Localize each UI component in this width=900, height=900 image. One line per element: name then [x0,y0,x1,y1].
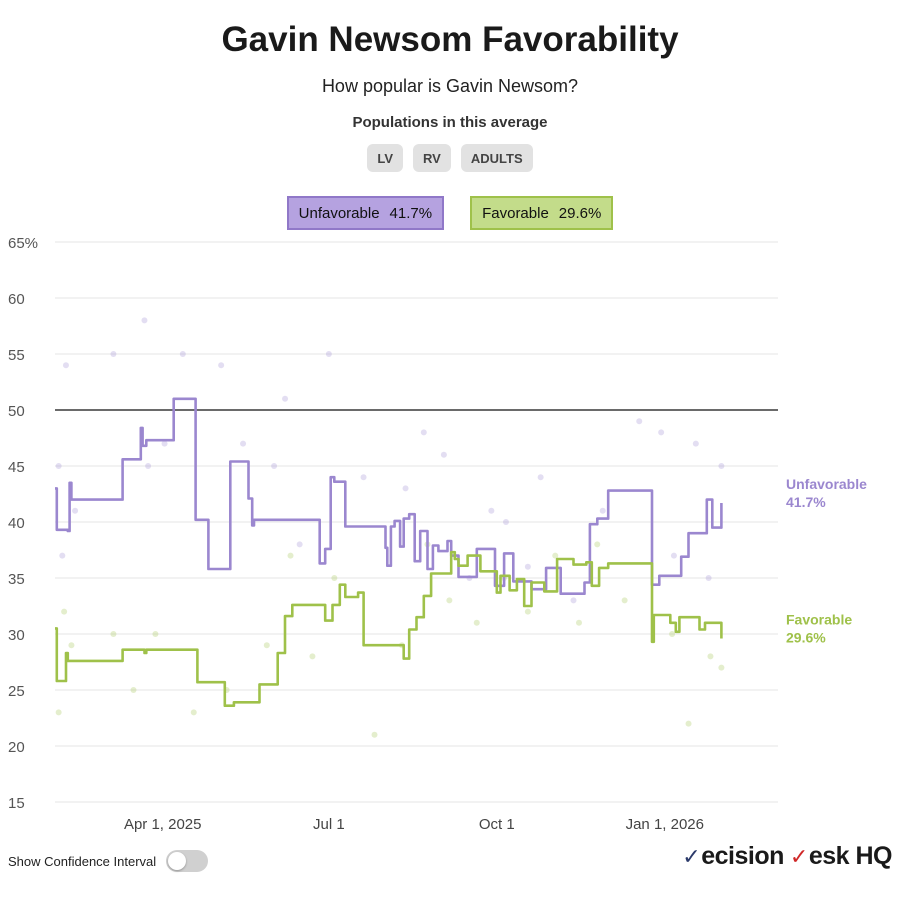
poll-dot-unfavorable [537,474,544,481]
favorability-chart: 15 20 25 30 35 40 45 50 55 60 65% Apr 1, 2025 Jul 1 O… [8,235,867,833]
x-tick-label: Apr 1, 2025 [124,816,202,833]
poll-dot-favorable [110,631,117,637]
poll-dot-favorable [707,653,714,660]
poll-dot-unfavorable [440,451,447,458]
poll-dot-unfavorable [218,362,225,369]
poll-dot-unfavorable [636,418,643,425]
x-tick-label: Jan 1, 2026 [626,816,704,833]
poll-dot-favorable [446,597,453,604]
end-label-name-favorable: Favorable [786,611,852,627]
poll-dot-unfavorable [161,440,168,447]
poll-dot-unfavorable [524,563,531,570]
poll-dot-favorable [55,709,62,716]
poll-dot-unfavorable [402,485,409,492]
poll-dot-favorable [309,653,316,660]
y-tick-label: 60 [8,291,25,308]
legend-unfavorable-value: 41.7% [389,204,433,222]
poll-dot-favorable [190,709,197,716]
confidence-interval-label: Show Confidence Interval [8,853,157,869]
brand-text-1: ecision [701,842,784,870]
chart-title: Gavin Newsom Favorability [221,20,679,59]
poll-dot-unfavorable [72,507,79,514]
poll-dot-unfavorable [705,575,712,581]
legend-unfavorable-label: Unfavorable [298,204,380,222]
poll-dot-favorable [552,552,559,559]
y-tick-label: 25 [8,683,25,700]
y-tick-label: 20 [8,739,25,756]
poll-dot-unfavorable [502,519,509,525]
brand-text-2: esk HQ [808,842,893,870]
poll-dot-favorable [371,731,378,738]
legend-favorable-label: Favorable [482,204,549,222]
y-tick-label: 45 [8,459,25,476]
populations-label: Populations in this average [352,114,548,131]
poll-dot-unfavorable [55,463,62,469]
poll-dot-favorable [152,631,159,637]
toggle-knob [168,852,187,870]
poll-dot-favorable [669,631,676,637]
y-tick-label: 35 [8,571,25,588]
confidence-interval-toggle[interactable] [166,850,209,872]
population-rv-button[interactable]: RV [413,144,451,172]
poll-dot-favorable [130,687,137,693]
chart-legend: Unfavorable 41.7% Favorable 29.6% [0,196,900,230]
poll-dot-favorable [685,720,692,727]
chart-subtitle: How popular is Gavin Newsom? [321,76,579,96]
poll-dot-unfavorable [325,351,332,357]
poll-dot-unfavorable [420,429,427,436]
poll-dot-unfavorable [599,507,606,514]
brand-check-icon: ✓ [682,843,701,869]
poll-dot-favorable [594,541,601,548]
series-line-unfavorable [55,397,723,595]
poll-dot-unfavorable [488,507,495,514]
poll-dot-unfavorable [141,317,148,324]
brand-logo: ✓ ecision ✓ esk HQ [682,842,892,871]
poll-dot-favorable [331,575,338,581]
y-tick-label: 50 [8,403,25,420]
poll-dot-unfavorable [570,597,577,604]
poll-dot-unfavorable [179,351,186,357]
end-label-name-unfavorable: Unfavorable [786,476,867,492]
legend-unfavorable[interactable]: Unfavorable 41.7% [286,196,445,230]
y-tick-label: 15 [8,795,25,812]
x-tick-label: Jul 1 [313,816,345,833]
poll-dot-unfavorable [360,474,367,481]
poll-dot-favorable [263,642,270,649]
poll-dot-favorable [473,619,480,626]
poll-dot-favorable [718,664,725,671]
brand-check-red-icon: ✓ [789,843,808,869]
poll-dot-unfavorable [692,440,699,447]
end-label-value-favorable: 29.6% [786,629,826,645]
poll-dot-favorable [61,608,68,615]
poll-dot-unfavorable [296,541,303,548]
legend-favorable[interactable]: Favorable 29.6% [470,196,614,230]
series-line-favorable [55,550,723,707]
population-filter: LV RV ADULTS [0,144,900,172]
population-adults-button[interactable]: ADULTS [460,144,533,172]
poll-dot-unfavorable [62,362,69,369]
population-lv-button[interactable]: LV [367,144,404,172]
poll-dot-unfavorable [718,463,725,469]
end-label-value-unfavorable: 41.7% [786,494,826,510]
legend-favorable-value: 29.6% [558,204,602,222]
poll-dot-unfavorable [59,552,66,559]
poll-dot-unfavorable [240,440,247,447]
y-tick-label: 55 [8,347,25,364]
poll-dot-favorable [68,642,75,649]
poll-dot-unfavorable [271,463,278,469]
poll-dot-favorable [287,552,294,559]
poll-dot-unfavorable [658,429,665,436]
y-tick-label: 30 [8,627,25,644]
poll-dot-favorable [575,619,582,626]
poll-dot-unfavorable [145,463,152,469]
poll-dot-unfavorable [110,351,117,357]
y-tick-label: 40 [8,515,25,532]
y-tick-label: 65% [8,235,38,252]
poll-dot-unfavorable [282,395,289,402]
poll-dot-unfavorable [670,552,677,559]
poll-dot-favorable [524,608,531,615]
confidence-interval-control: Show Confidence Interval [8,850,209,872]
poll-dot-favorable [621,597,628,604]
x-tick-label: Oct 1 [479,816,515,833]
